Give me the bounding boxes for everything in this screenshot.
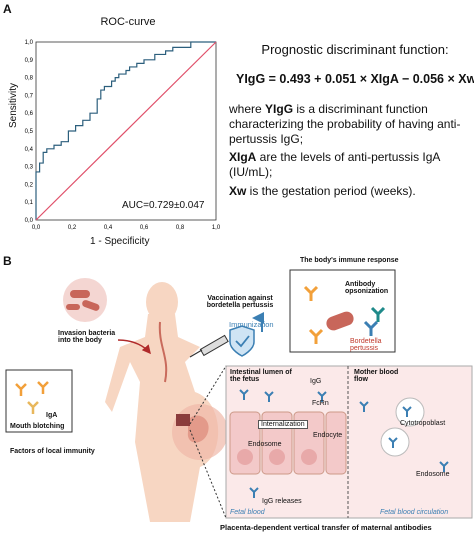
fetal-blood-label: Fetal blood (230, 509, 265, 516)
bacteria-cluster-icon (63, 278, 107, 322)
bordetella-label: Bordetella pertussis (350, 338, 382, 352)
vaccination-label: Vaccination against bordetella pertussis (206, 295, 274, 309)
iga-label: IgA (46, 412, 58, 419)
roc-ytick-label: 0,2 (25, 182, 34, 188)
panel-a-letter: A (3, 2, 12, 16)
endosome-left-label: Endosome (248, 441, 282, 448)
roc-ytick-label: 0,3 (25, 165, 34, 171)
roc-ticks: 0,0 0,2 0,4 0,6 0,8 1,0 0,0 0,1 0,2 0,3 0,4 0,5 0,6 0… (25, 40, 221, 231)
roc-ytick-label: 0,1 (25, 200, 34, 206)
igg-label: IgG (310, 378, 322, 385)
pregnant-woman-icon (105, 282, 228, 522)
roc-xtick-label: 0,8 (176, 225, 185, 231)
invasion-label: Invasion bacteria into the body (58, 330, 116, 344)
shield-icon (229, 325, 255, 357)
roc-ytick-label: 1,0 (25, 40, 34, 46)
fetal-circulation-label: Fetal blood circulation (380, 509, 449, 516)
fcrn-label: FcRn (312, 400, 329, 407)
roc-xlabel: 1 - Specificity (90, 236, 150, 247)
igg-antibodies (239, 389, 449, 498)
definition-xiga: XIgA are the levels of anti-pertussis Ig… (229, 150, 469, 180)
roc-ytick-label: 0,8 (25, 76, 34, 82)
cytotropoblast-label: Cytotropoblast (400, 420, 446, 427)
roc-xtick-label: 1,0 (212, 225, 221, 231)
roc-frame (35, 41, 217, 221)
igg-releases-label: IgG releases (262, 498, 302, 505)
definition-yigg-pre: where (229, 102, 266, 116)
roc-xtick-label: 0,6 (140, 225, 149, 231)
roc-chart: 0,0 0,2 0,4 0,6 0,8 1,0 0,0 0,1 0,2 0,3 0,4 0,5 0,6 0… (25, 40, 221, 231)
cytotropoblast-cells (380, 397, 425, 457)
roc-ylabel: Sensitivity (8, 82, 19, 128)
endosome-right-label: Endosome (416, 471, 450, 478)
mouth-blotching-label: Mouth blotching (10, 423, 65, 430)
internalization-label: Internalization (258, 420, 308, 429)
roc-curve-line (35, 41, 216, 220)
endocyte-label: Endocyte (313, 432, 343, 439)
roc-xtick-label: 0,0 (32, 225, 41, 231)
roc-ytick-label: 0,0 (25, 218, 34, 224)
discriminant-equation: YIgG = 0.493 + 0.051 × XIgA − 0.056 × Xw (236, 72, 474, 86)
definition-yigg: where YIgG is a discriminant function ch… (229, 102, 469, 147)
roc-chart-title: ROC-curve (100, 16, 156, 28)
definition-xw-text: is the gestation period (weeks). (246, 184, 416, 198)
factors-local-immunity-label: Factors of local immunity (10, 448, 95, 455)
roc-ytick-label: 0,7 (25, 93, 34, 99)
antibody-opsonization-icon (303, 285, 386, 344)
panel-b-letter: B (3, 254, 12, 268)
roc-xtick-label: 0,4 (104, 225, 113, 231)
roc-lines (35, 41, 217, 221)
syringe-icon (189, 334, 229, 358)
definition-yigg-term: YIgG (265, 102, 294, 116)
roc-auc-annotation: AUC=0.729±0.047 (122, 200, 205, 211)
immunization-label: Immunization (229, 320, 274, 329)
roc-axes (35, 41, 217, 221)
definition-xw: Xw is the gestation period (weeks). (229, 184, 469, 199)
roc-xtick-label: 0,2 (68, 225, 77, 231)
endocyte-cells (229, 411, 347, 475)
placenta-caption: Placenta-dependent vertical transfer of … (220, 523, 432, 532)
placenta-illustration (5, 269, 473, 522)
roc-ytick-label: 0,6 (25, 111, 34, 117)
definition-xw-term: Xw (229, 184, 247, 198)
roc-ytick-label: 0,4 (25, 147, 34, 153)
immune-response-label: The body's immune response (300, 257, 399, 264)
definition-xiga-text: are the levels of anti-pertussis IgA (IU… (229, 150, 440, 179)
mother-blood-flow-label: Mother blood flow (354, 369, 399, 383)
roc-ytick-label: 0,5 (25, 129, 34, 135)
definition-xiga-term: XIgA (229, 150, 257, 164)
roc-ytick-label: 0,9 (25, 58, 34, 64)
intestinal-lumen-label: Intestinal lumen of the fetus (230, 369, 292, 383)
iga-antibody-icon (15, 381, 49, 414)
equation-title: Prognostic discriminant function: (261, 42, 449, 57)
antibody-opsonization-label: Antibody opsonization (345, 281, 389, 295)
reference-diagonal-line (35, 41, 217, 221)
definition-yigg-text: is a discriminant function characterizin… (229, 102, 461, 146)
